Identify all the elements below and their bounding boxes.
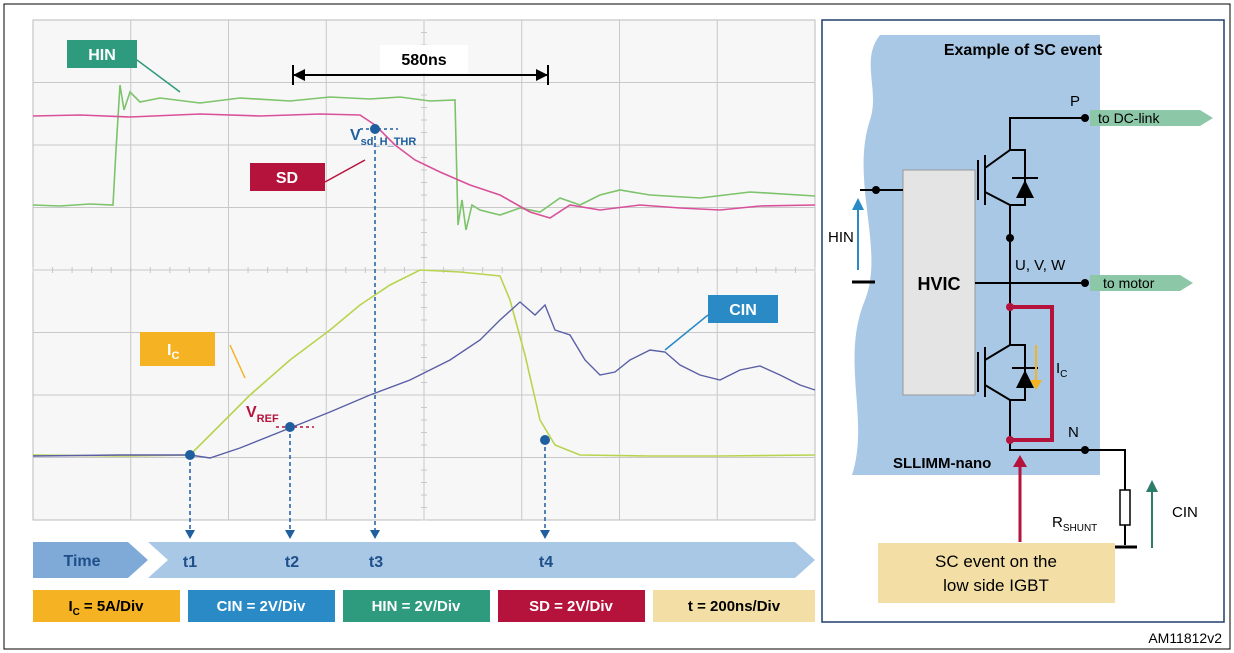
arrowheads [185,530,550,539]
dc-link-arrow [1090,110,1213,126]
circuit: Example of SC event HVIC [821,19,1225,623]
ic-arrowhead [1030,380,1042,390]
leader [136,59,181,93]
sc-nodes [1006,303,1014,444]
dimension-bg [380,45,468,73]
time-label: Time [63,553,100,570]
time-ticks: t1 t2 t3 t4 [183,554,553,571]
scale-label: SD = 2V/Div [529,598,613,615]
scale-box [653,590,815,622]
time-tick: t1 [183,554,197,571]
time-tag [33,542,148,578]
vref-label: VREF [246,404,279,425]
ic-trace [32,269,816,457]
cin-arrowhead [1146,480,1158,492]
figure-id: AM11812v2 [1148,630,1222,646]
cin-tag-label: CIN [729,302,757,319]
hvic-label: HVIC [917,274,960,294]
scale-legend: IC = 5A/Div CIN = 2V/Div HIN = 2V/Div SD … [33,590,815,622]
scale-box [343,590,490,622]
leader [229,344,246,379]
time-chevron [128,542,168,578]
scale-box [498,590,645,622]
scale-label: t = 200ns/Div [688,598,781,615]
n-label: N [1068,424,1079,441]
sd-trace [32,113,816,219]
ic-tag-label: IC [167,342,179,362]
cin-circuit-label: CIN [1172,504,1198,521]
scale-label: CIN = 2V/Div [217,598,306,615]
ic-circuit-label: IC [1056,360,1067,380]
p-label: P [1070,93,1080,110]
nodes [872,114,1089,454]
motor-label: to motor [1103,275,1155,291]
uvw-label: U, V, W [1015,257,1066,274]
callout-arrowhead [1013,455,1027,467]
hin-trace [32,84,816,231]
scale-label: IC = 5A/Div [68,598,144,618]
time-tick: t3 [369,554,383,571]
scope-grid [32,19,816,521]
dc-link-label: to DC-link [1098,110,1160,126]
ic-tag [140,332,215,366]
sd-tag [250,163,325,191]
callout-line: low side IGBT [943,576,1049,595]
scale-box [188,590,335,622]
module-body [852,35,1100,475]
shunt-resistor [1119,489,1131,526]
circuit-title: Example of SC event [944,42,1103,59]
dimension-label: 580ns [401,52,446,69]
sc-path [1008,305,1054,442]
sd-tag-label: SD [276,170,298,187]
event-markers [185,124,550,539]
hin-tag-label: HIN [88,47,116,64]
scale-box [33,590,180,622]
leader [664,314,709,351]
hin-arrowhead [852,198,864,210]
callout-line: SC event on the [935,552,1057,571]
time-tick: t4 [539,554,553,571]
hin-tag [67,40,137,68]
hin-input-label: HIN [828,229,854,246]
time-tick: t2 [285,554,299,571]
scope: 580ns HIN SD CIN IC Vsd_H_THR VREF [32,19,816,539]
frame [3,3,1231,650]
hvic-box [902,169,976,396]
time-band [33,542,815,578]
callout-box [878,543,1115,603]
cin-tag [708,295,778,323]
rshunt-label: RSHUNT [1052,514,1097,534]
scale-label: HIN = 2V/Div [372,598,461,615]
motor-arrow [1090,275,1193,291]
module-label: SLLIMM-nano [893,455,991,472]
leader [324,159,366,183]
